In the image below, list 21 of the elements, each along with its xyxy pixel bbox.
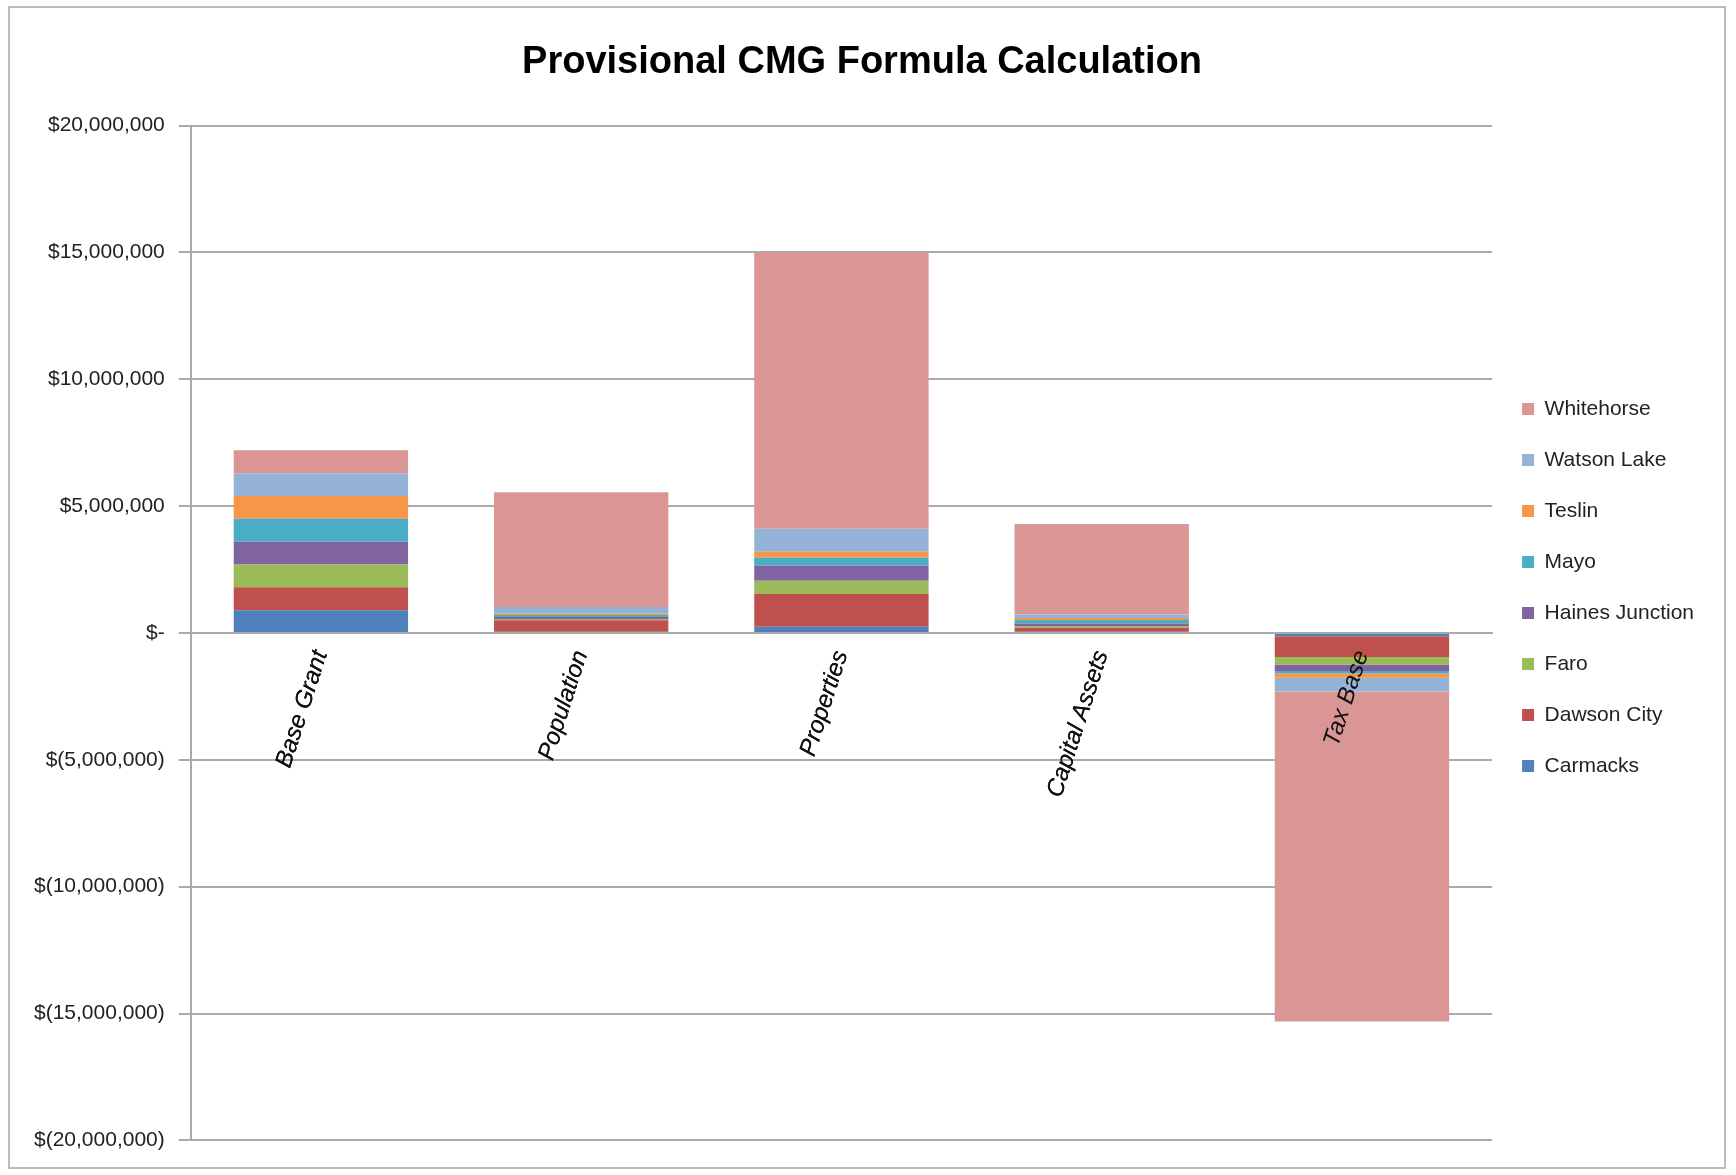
x-tick-label: Base Grant <box>268 645 333 771</box>
x-tick-label: Tax Base <box>1316 646 1374 750</box>
y-tick-label: $10,000,000 <box>47 366 165 390</box>
y-tick-label: $(5,000,000) <box>45 746 165 770</box>
legend-label: Whitehorse <box>1544 395 1651 419</box>
y-tick-label: $(15,000,000) <box>33 1000 165 1024</box>
y-tick-label: $5,000,000 <box>59 492 165 516</box>
y-tick-label: $(10,000,000) <box>33 873 165 897</box>
chart-title: Provisional CMG Formula Calculation <box>522 39 1202 82</box>
legend-label: Mayo <box>1544 548 1596 572</box>
legend-label: Teslin <box>1544 497 1599 521</box>
legend-label: Faro <box>1544 650 1588 674</box>
y-tick-label: $- <box>146 619 165 643</box>
y-tick-label: $(20,000,000) <box>33 1127 165 1151</box>
y-tick-label: $20,000,000 <box>47 112 165 136</box>
legend-label: Dawson City <box>1544 701 1663 725</box>
y-tick-label: $15,000,000 <box>47 239 165 263</box>
legend-label: Haines Junction <box>1544 599 1694 623</box>
legend-label: Watson Lake <box>1544 446 1667 470</box>
legend-label: Carmacks <box>1544 752 1640 776</box>
x-tick-label: Capital Assets <box>1039 646 1113 801</box>
